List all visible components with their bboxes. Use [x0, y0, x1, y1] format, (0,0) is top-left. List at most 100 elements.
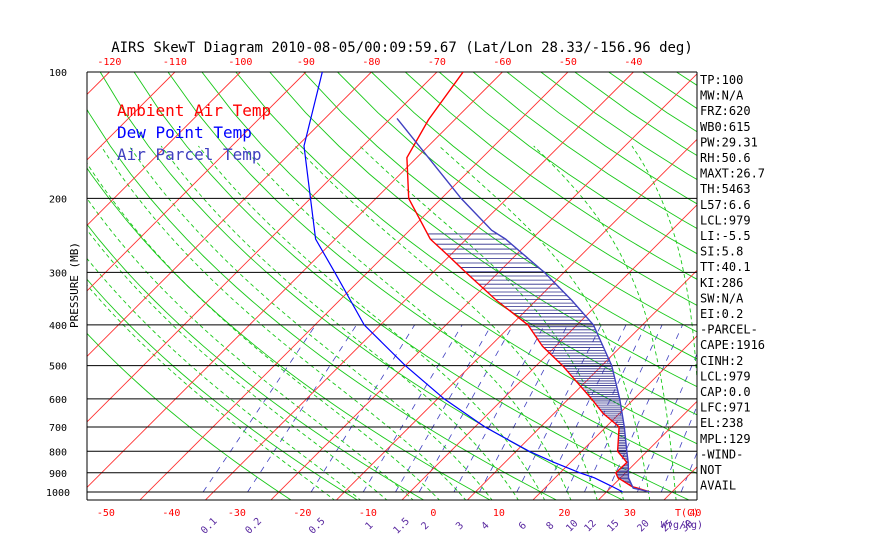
isotherm: [663, 466, 697, 500]
isotherm: [204, 72, 634, 500]
bottom-temp-tick-label: -10: [359, 508, 377, 519]
pressure-tick-label: 600: [49, 395, 67, 406]
isotherm: [87, 72, 241, 227]
index-entry: LFC:971: [700, 401, 751, 415]
legend: Ambient Air Temp Dew Point Temp Air Parcel…: [117, 101, 271, 164]
index-entry: NOT: [700, 463, 722, 477]
mixing-ratio-tick-label: 1.5: [391, 516, 412, 537]
dry-adiabat: [235, 72, 697, 416]
bottom-temp-tick-label: 0: [430, 508, 436, 519]
bottom-temp-tick-label: -40: [162, 508, 180, 519]
index-entry: TP:100: [700, 73, 743, 87]
dry-adiabat: [744, 72, 870, 501]
dry-adiabat: [87, 332, 292, 500]
isotherm: [532, 335, 697, 500]
mixing-ratio-line: [395, 324, 492, 493]
mixing-ratio-line: [479, 324, 568, 493]
y-axis-label: PRESSURE (MB): [68, 242, 81, 328]
series-line-1: [303, 72, 624, 493]
isotherm: [335, 138, 697, 500]
bottom-temp-tick-label: 10: [493, 508, 505, 519]
top-temp-tick-label: -90: [297, 57, 315, 68]
dry-adiabat: [846, 72, 870, 501]
isotherms: [87, 72, 870, 501]
dry-adiabat: [201, 72, 697, 445]
dry-adiabat: [269, 72, 697, 388]
index-entry: LI:-5.5: [700, 229, 751, 243]
top-temp-tick-label: -60: [493, 57, 511, 68]
temp-unit-label: T(C): [675, 508, 699, 519]
index-entry: CAP:0.0: [700, 385, 751, 399]
legend-entry: Ambient Air Temp: [117, 101, 271, 120]
pressure-tick-label: 300: [49, 268, 67, 279]
moist-adiabat: [631, 145, 697, 386]
bottom-temp-tick-label: 40: [689, 508, 701, 519]
dry-adiabat: [812, 72, 870, 501]
index-entry: EI:0.2: [700, 307, 743, 321]
series-line-0: [406, 72, 651, 493]
index-entry: WB0:615: [700, 120, 751, 134]
index-entry: SI:5.8: [700, 245, 743, 259]
mixing-ratio-line: [606, 324, 683, 493]
index-entry: TT:40.1: [700, 260, 751, 274]
index-entry: -WIND-: [700, 447, 743, 461]
moist-adiabat: [755, 146, 778, 501]
mixing-ratio-tick-label: 4: [480, 520, 492, 532]
pressure-tick-label: 200: [49, 194, 67, 205]
top-temp-tick-label: -100: [228, 57, 252, 68]
isotherm: [139, 72, 569, 500]
pressure-tick-label: 400: [49, 321, 67, 332]
dry-adiabat: [371, 72, 697, 306]
index-entry: MPL:129: [700, 432, 751, 446]
index-entry: SW:N/A: [700, 291, 744, 305]
legend-entry: Dew Point Temp: [117, 123, 252, 142]
mixing-ratio-tick-label: 15: [605, 518, 621, 534]
index-entry: MAXT:26.7: [700, 167, 765, 181]
pressure-tick-label: 800: [49, 447, 67, 458]
isotherm: [794, 72, 870, 501]
mixing-ratio-tick-label: 0.5: [307, 516, 328, 537]
pressure-tick-label: 900: [49, 469, 67, 480]
top-temp-tick-label: -120: [97, 57, 121, 68]
index-entry: TH:5463: [700, 182, 751, 196]
dry-adiabat: [99, 72, 624, 500]
dry-adiabat: [778, 72, 870, 501]
index-entry: CINH:2: [700, 354, 743, 368]
dry-adiabat: [167, 72, 697, 474]
moist-adiabat: [160, 145, 519, 500]
dry-adiabat: [438, 72, 697, 255]
mixing-ratio-line: [362, 324, 463, 493]
bottom-temp-tick-label: -20: [293, 508, 311, 519]
mixing-ratio-tick-label: 2: [419, 520, 431, 532]
mixing-ratio-tick-label: 3: [454, 520, 466, 532]
mixing-ratio-line: [202, 324, 317, 493]
dry-adiabat: [404, 72, 697, 280]
moist-adiabat: [100, 145, 467, 500]
mixing-ratio-line: [418, 324, 514, 493]
isotherm: [270, 73, 697, 500]
bottom-temp-tick-label: -30: [228, 508, 246, 519]
mixing-ratio-tick-label: 8: [544, 520, 556, 532]
profile-lines: [303, 72, 651, 493]
top-temp-tick-label: -40: [624, 57, 642, 68]
dry-adiabat: [472, 72, 697, 230]
dry-adiabat: [87, 223, 425, 500]
series-line-2: [396, 117, 651, 493]
dry-adiabat: [87, 108, 558, 500]
mixing-ratio-tick-label: 6: [517, 520, 529, 532]
index-entry: LCL:979: [700, 369, 751, 383]
mixing-ratio-tick-label: 20: [635, 518, 651, 534]
index-entry: KI:286: [700, 276, 743, 290]
index-entry: FRZ:620: [700, 104, 751, 118]
top-temp-tick-label: -50: [559, 57, 577, 68]
pressure-tick-label: 500: [49, 362, 67, 373]
mixing-ratio-line: [565, 324, 647, 493]
isotherm: [87, 72, 176, 161]
dry-adiabat: [303, 72, 697, 360]
mixing-ratio-tick-label: 10: [564, 518, 580, 534]
legend-entry: Air Parcel Temp: [117, 145, 262, 164]
index-entry: -PARCEL-: [700, 323, 758, 337]
